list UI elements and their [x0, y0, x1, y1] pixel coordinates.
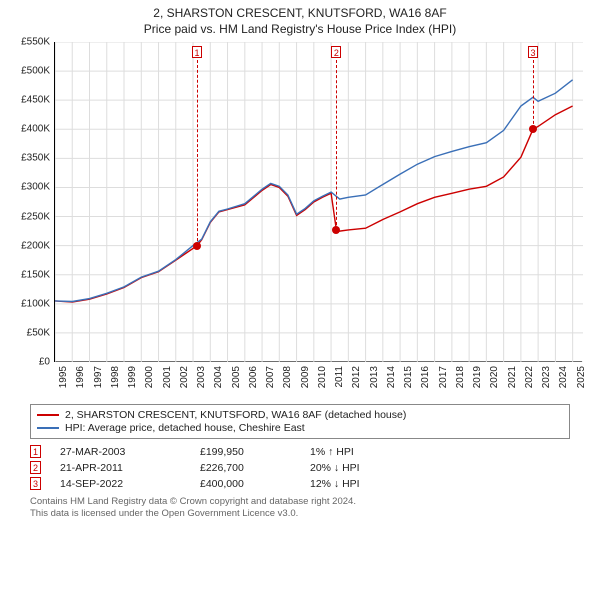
sale-marker-dot: [332, 226, 340, 234]
x-tick-label: 2021: [507, 366, 518, 388]
sales-table: 1 27-MAR-2003£199,9501% ↑ HPI 2 21-APR-2011…: [30, 445, 570, 490]
footnote: Contains HM Land Registry data © Crown c…: [30, 496, 570, 520]
x-tick-label: 2023: [541, 366, 552, 388]
y-tick-label: £200K: [12, 240, 50, 251]
x-tick-label: 2003: [196, 366, 207, 388]
x-tick-label: 2009: [300, 366, 311, 388]
sale-marker-box: 3: [528, 46, 538, 58]
sale-row-marker: 3: [30, 477, 41, 490]
sale-row-date: 21-APR-2011: [60, 462, 200, 474]
x-tick-label: 2015: [403, 366, 414, 388]
sale-row-delta: 20% ↓ HPI: [310, 462, 570, 474]
sale-row: 3 14-SEP-2022£400,00012% ↓ HPI: [30, 477, 570, 490]
sale-marker-dot: [529, 125, 537, 133]
x-tick-label: 2007: [265, 366, 276, 388]
sale-row: 1 27-MAR-2003£199,9501% ↑ HPI: [30, 445, 570, 458]
x-tick-label: 2018: [455, 366, 466, 388]
sale-row-date: 14-SEP-2022: [60, 478, 200, 490]
x-tick-label: 2008: [282, 366, 293, 388]
x-tick-label: 2001: [162, 366, 173, 388]
chart-svg: [55, 42, 583, 362]
sale-row-delta: 1% ↑ HPI: [310, 446, 570, 458]
y-tick-label: £150K: [12, 269, 50, 280]
x-tick-label: 1996: [75, 366, 86, 388]
legend-item-price-paid: 2, SHARSTON CRESCENT, KNUTSFORD, WA16 8A…: [37, 409, 563, 421]
x-tick-label: 2002: [179, 366, 190, 388]
footnote-line2: This data is licensed under the Open Gov…: [30, 508, 570, 520]
y-tick-label: £300K: [12, 182, 50, 193]
titles: 2, SHARSTON CRESCENT, KNUTSFORD, WA16 8A…: [14, 6, 586, 36]
sale-marker-box: 2: [331, 46, 341, 58]
x-tick-label: 1999: [127, 366, 138, 388]
sale-row-marker: 2: [30, 461, 41, 474]
sale-marker-line: [533, 60, 534, 129]
x-tick-label: 2006: [248, 366, 259, 388]
sale-marker-line: [336, 60, 337, 230]
x-tick-label: 2004: [213, 366, 224, 388]
x-tick-label: 2017: [438, 366, 449, 388]
sale-row-marker: 1: [30, 445, 41, 458]
title-address: 2, SHARSTON CRESCENT, KNUTSFORD, WA16 8A…: [14, 6, 586, 20]
y-tick-label: £450K: [12, 95, 50, 106]
sale-row-price: £400,000: [200, 478, 310, 490]
x-tick-label: 2012: [351, 366, 362, 388]
legend-swatch-hpi: [37, 427, 59, 429]
y-tick-label: £500K: [12, 66, 50, 77]
chart-container: 2, SHARSTON CRESCENT, KNUTSFORD, WA16 8A…: [0, 0, 600, 590]
sale-row-delta: 12% ↓ HPI: [310, 478, 570, 490]
sale-row-date: 27-MAR-2003: [60, 446, 200, 458]
sale-marker-line: [197, 60, 198, 246]
legend-label-price-paid: 2, SHARSTON CRESCENT, KNUTSFORD, WA16 8A…: [65, 409, 406, 421]
x-tick-label: 2025: [576, 366, 587, 388]
chart-area: £0 £50K £100K £150K £200K £250K £300K £350K £400…: [14, 40, 586, 400]
sale-marker-box: 1: [192, 46, 202, 58]
legend: 2, SHARSTON CRESCENT, KNUTSFORD, WA16 8A…: [30, 404, 570, 439]
x-tick-label: 2020: [489, 366, 500, 388]
x-tick-label: 2011: [334, 366, 345, 388]
footnote-line1: Contains HM Land Registry data © Crown c…: [30, 496, 570, 508]
sale-row-price: £226,700: [200, 462, 310, 474]
x-tick-label: 2019: [472, 366, 483, 388]
sale-row-price: £199,950: [200, 446, 310, 458]
sale-row: 2 21-APR-2011£226,70020% ↓ HPI: [30, 461, 570, 474]
x-tick-label: 2000: [144, 366, 155, 388]
y-tick-label: £0: [12, 357, 50, 368]
y-tick-label: £400K: [12, 124, 50, 135]
x-tick-label: 2022: [524, 366, 535, 388]
title-subtitle: Price paid vs. HM Land Registry's House …: [14, 22, 586, 36]
x-tick-label: 2005: [231, 366, 242, 388]
legend-item-hpi: HPI: Average price, detached house, Ches…: [37, 422, 563, 434]
x-tick-label: 2010: [317, 366, 328, 388]
sale-marker-dot: [193, 242, 201, 250]
legend-label-hpi: HPI: Average price, detached house, Ches…: [65, 422, 305, 434]
x-tick-label: 2016: [420, 366, 431, 388]
y-tick-label: £100K: [12, 298, 50, 309]
y-tick-label: £550K: [12, 37, 50, 48]
x-tick-label: 1997: [93, 366, 104, 388]
y-tick-label: £350K: [12, 153, 50, 164]
x-tick-label: 2014: [386, 366, 397, 388]
x-tick-label: 1998: [110, 366, 121, 388]
x-axis-labels: 1995 1996 1997 1998 1999 2000 2001 2002 2003 2004…: [54, 364, 582, 400]
y-tick-label: £250K: [12, 211, 50, 222]
x-tick-label: 2013: [369, 366, 380, 388]
y-axis-labels: £0£50K£100K£150K£200K£250K£300K£350K£400…: [14, 42, 52, 362]
y-tick-label: £50K: [12, 327, 50, 338]
legend-swatch-price-paid: [37, 414, 59, 416]
x-tick-label: 1995: [58, 366, 69, 388]
x-tick-label: 2024: [558, 366, 569, 388]
plot: 1 2 3: [54, 42, 582, 362]
